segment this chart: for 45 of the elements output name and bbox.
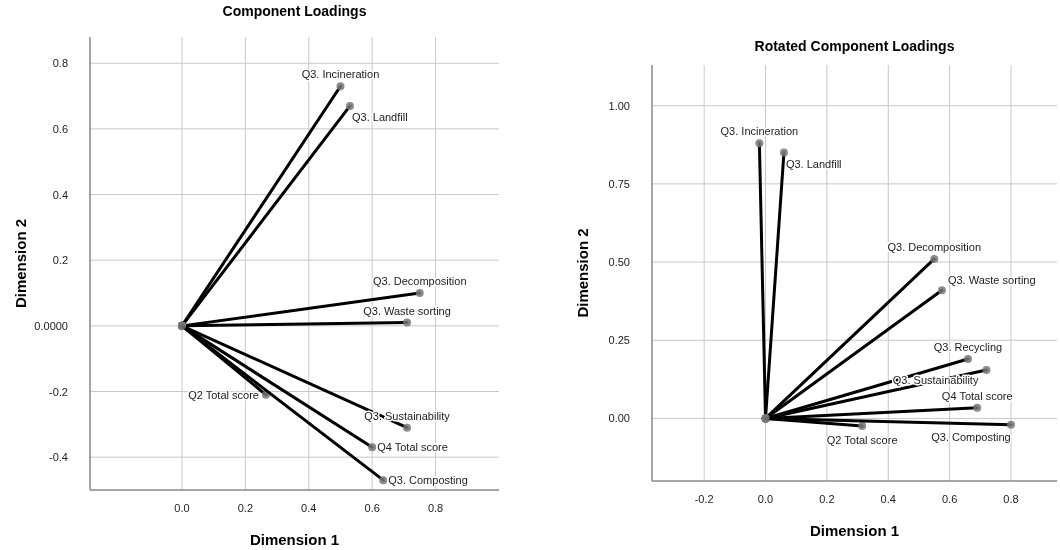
- y-axis-title: Dimension 2: [574, 228, 591, 318]
- series-label: Q2 Total score: [188, 388, 259, 401]
- x-tick-label: 0.8: [1003, 493, 1019, 505]
- y-tick-label: 0.2: [52, 254, 68, 267]
- series-label: Q3. Waste sorting: [363, 304, 451, 317]
- y-tick-label: 0.50: [608, 256, 630, 269]
- series-label: Q3. Incineration: [301, 68, 380, 81]
- y-tick-label: 0.25: [608, 334, 630, 347]
- y-tick-label: 1.00: [608, 99, 630, 112]
- x-tick-label: 0.4: [880, 493, 896, 505]
- chart-title: Component Loadings: [222, 3, 367, 19]
- y-tick-label: 0.8: [52, 57, 68, 70]
- y-tick-label: 0.6: [52, 122, 68, 135]
- series-label: Q3. Composting: [931, 430, 1011, 443]
- x-tick-label: 0.4: [301, 502, 317, 514]
- x-tick-label: 0.0: [174, 502, 190, 514]
- x-tick-label: 0.6: [941, 493, 958, 505]
- y-tick-label: 0.75: [608, 177, 630, 190]
- x-tick-label: 0.6: [364, 502, 380, 514]
- x-axis-title: Dimension 1: [809, 522, 900, 539]
- y-tick-label: 0.0000: [34, 319, 68, 332]
- y-tick-label: -0.2: [49, 385, 68, 398]
- chart-title: Rotated Component Loadings: [754, 38, 955, 54]
- x-axis-title: Dimension 1: [249, 531, 340, 548]
- series-label: Q3. Sustainability: [364, 409, 451, 422]
- series-label: Q3. Recycling: [933, 341, 1003, 354]
- x-tick-label: 0.2: [819, 493, 835, 505]
- y-tick-label: -0.4: [49, 451, 68, 464]
- series-label: Q3. Incineration: [720, 125, 799, 138]
- series-label: Q3. Waste sorting: [947, 274, 1036, 287]
- series-label: Q4 Total score: [377, 441, 448, 454]
- x-tick-label: 0.2: [237, 502, 254, 514]
- series-label: Q3. Landfill: [351, 110, 408, 123]
- y-tick-label: 0.00: [608, 412, 630, 425]
- series-label: Q3. Landfill: [785, 157, 842, 170]
- x-tick-label: 0.8: [427, 502, 444, 514]
- series-label: Q3. Decomposition: [372, 275, 467, 288]
- series-label: Q3. Decomposition: [887, 240, 982, 253]
- x-tick-label: -0.2: [694, 493, 714, 505]
- series-label: Q3. Composting: [388, 474, 468, 487]
- y-axis-title: Dimension 2: [12, 218, 29, 309]
- x-tick-label: 0.0: [757, 493, 774, 505]
- series-label: Q2 Total score: [826, 433, 898, 446]
- series-label: Q4 Total score: [941, 389, 1013, 402]
- y-tick-label: 0.4: [52, 188, 68, 201]
